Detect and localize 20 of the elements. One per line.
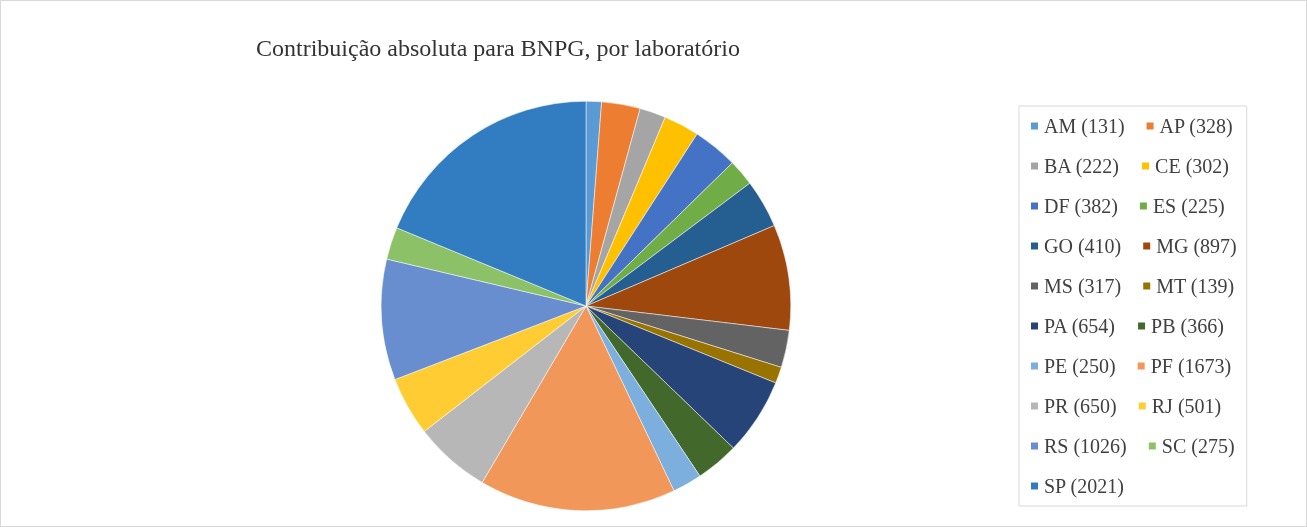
legend-label: PE (250)	[1044, 355, 1116, 378]
chart-title: Contribuição absoluta para BNPG, por laboratório	[256, 35, 740, 61]
legend-label: CE (302)	[1155, 155, 1229, 178]
legend-label: AM (131)	[1044, 115, 1125, 138]
legend-label: DF (382)	[1044, 195, 1118, 218]
legend-label: PF (1673)	[1150, 355, 1232, 378]
legend-label: GO (410)	[1044, 235, 1122, 258]
legend-label: ES (225)	[1152, 195, 1225, 218]
legend-label: PR (650)	[1044, 395, 1117, 418]
legend-label: MS (317)	[1044, 275, 1122, 298]
legend-label: RJ (501)	[1151, 395, 1222, 418]
legend-label: MG (897)	[1156, 235, 1237, 258]
legend-label: RS (1026)	[1044, 435, 1127, 458]
legend-label: AP (328)	[1159, 115, 1233, 138]
legend-label: MT (139)	[1156, 275, 1235, 298]
legend-label: PB (366)	[1151, 315, 1224, 338]
legend-label: SC (275)	[1161, 435, 1235, 458]
legend-label: BA (222)	[1044, 155, 1119, 178]
legend-label: PA (654)	[1044, 315, 1115, 338]
legend-label: SP (2021)	[1044, 475, 1124, 498]
